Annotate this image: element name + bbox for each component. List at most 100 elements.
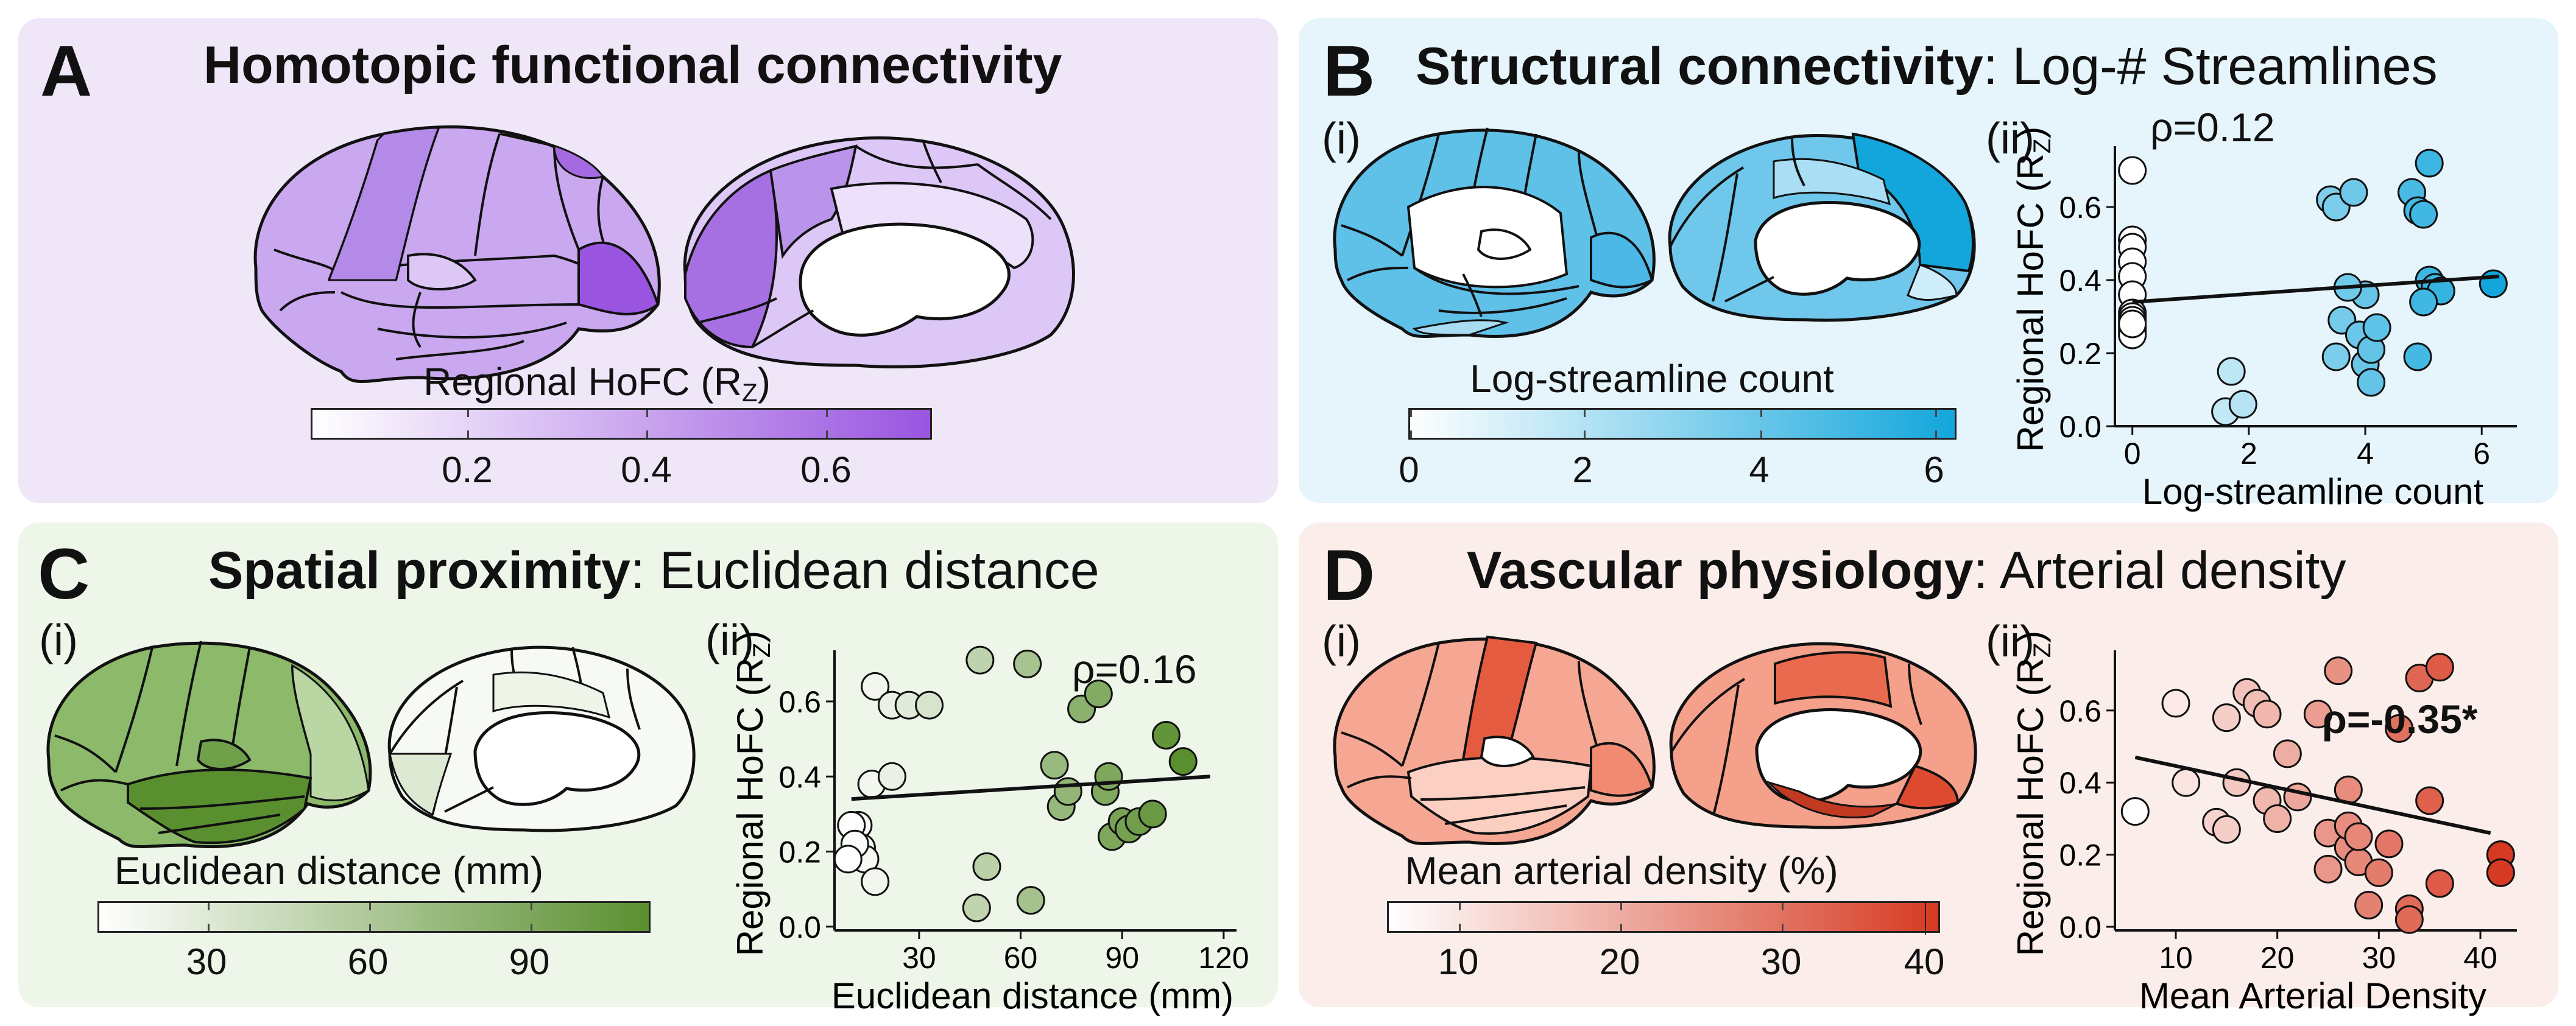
brain-lateral-view bbox=[253, 125, 661, 383]
y-tick-label: 0.0 bbox=[778, 910, 821, 944]
panel-b: B Structural connectivity: Log-# Streaml… bbox=[1299, 18, 2558, 512]
scatter-point bbox=[1053, 777, 1082, 806]
colorbar bbox=[97, 901, 651, 933]
scatter-point bbox=[1013, 649, 1042, 678]
scatter-point bbox=[1084, 680, 1113, 709]
scatter-point bbox=[2354, 891, 2384, 920]
colorbar-tick-label: 30 bbox=[186, 941, 227, 982]
regression-line bbox=[851, 775, 1210, 801]
colorbar-label: Log-streamline count bbox=[1470, 357, 1834, 401]
panel-title: Spatial proximity: Euclidean distance bbox=[208, 541, 1099, 600]
scatter-point bbox=[2362, 313, 2391, 342]
colorbar-tick-label: 0 bbox=[1399, 449, 1419, 490]
brain-medial-view bbox=[1668, 132, 1976, 322]
x-axis-label: Mean Arterial Density bbox=[2139, 975, 2486, 1016]
scatter-point bbox=[2212, 703, 2241, 733]
subpanel-label: (i) bbox=[39, 616, 78, 665]
colorbar-tick-label: 6 bbox=[1924, 449, 1944, 490]
scatter-point bbox=[2313, 854, 2343, 884]
y-tick-label: 0.6 bbox=[2059, 191, 2101, 225]
scatter-point bbox=[861, 672, 890, 701]
scatter-point bbox=[2161, 689, 2190, 718]
scatter-point bbox=[2253, 700, 2282, 729]
x-tick-label: 90 bbox=[1105, 941, 1139, 975]
colorbar-tick-label: 40 bbox=[1904, 941, 1945, 982]
brain-lateral-view bbox=[1333, 635, 1656, 845]
x-tick-label: 4 bbox=[2357, 437, 2374, 471]
scatter-point bbox=[2425, 653, 2454, 682]
panel-c: C Spatial proximity: Euclidean distance … bbox=[18, 522, 1278, 1016]
scatter-point bbox=[1168, 747, 1198, 776]
x-tick-label: 30 bbox=[2362, 941, 2396, 975]
scatter-point bbox=[861, 867, 890, 896]
scatter-point bbox=[965, 645, 995, 675]
scatter-point bbox=[2120, 797, 2150, 826]
x-tick-label: 2 bbox=[2240, 437, 2257, 471]
colorbar-tick-label: 10 bbox=[1438, 941, 1479, 982]
x-axis-label: Log-streamline count bbox=[2142, 471, 2484, 512]
scatter-point bbox=[2324, 656, 2353, 686]
panel-title: Vascular physiology: Arterial density bbox=[1467, 541, 2346, 600]
colorbar-tick-label: 0.4 bbox=[621, 449, 672, 490]
scatter-point bbox=[2415, 149, 2444, 178]
scatter-point bbox=[1151, 720, 1180, 750]
colorbar-tick-label: 20 bbox=[1599, 941, 1640, 982]
colorbar-tick-label: 60 bbox=[347, 941, 389, 982]
panel-letter: D bbox=[1323, 535, 1375, 616]
colorbar bbox=[311, 408, 932, 440]
y-tick-label: 0.6 bbox=[778, 685, 821, 719]
panel-title: Homotopic functional connectivity bbox=[203, 36, 1062, 94]
x-tick-label: 30 bbox=[902, 941, 936, 975]
scatter-point bbox=[1138, 799, 1167, 829]
scatter-point bbox=[1016, 886, 1045, 915]
subpanel-label: (i) bbox=[1322, 114, 1361, 163]
scatter-point bbox=[2283, 782, 2312, 812]
x-tick-label: 10 bbox=[2159, 941, 2193, 975]
scatter-point bbox=[2344, 822, 2373, 851]
scatter-point bbox=[2374, 829, 2404, 859]
scatter-point bbox=[2425, 869, 2454, 898]
y-tick-label: 0.4 bbox=[2059, 766, 2101, 800]
scatter-point bbox=[2172, 768, 2201, 797]
subpanel-label: (ii) bbox=[1986, 114, 2034, 163]
scatter-point bbox=[2486, 858, 2515, 887]
colorbar-label: Mean arterial density (%) bbox=[1405, 849, 1838, 893]
scatter-point bbox=[2228, 390, 2257, 419]
regression-line bbox=[2134, 755, 2491, 835]
x-tick-label: 120 bbox=[1198, 941, 1249, 975]
scatter-point bbox=[2217, 357, 2246, 386]
scatter-point bbox=[962, 893, 991, 922]
correlation-annotation: ρ=0.16 bbox=[1072, 647, 1197, 692]
colorbar-tick-label: 30 bbox=[1760, 941, 1802, 982]
panel-d: D Vascular physiology: Arterial density … bbox=[1299, 522, 2558, 1016]
colorbar-tick-label: 4 bbox=[1749, 449, 1770, 490]
scatter-point bbox=[1040, 751, 1069, 780]
y-tick-label: 0.2 bbox=[778, 835, 821, 870]
scatter-point bbox=[2364, 858, 2393, 887]
x-axis-label: Euclidean distance (mm) bbox=[831, 975, 1233, 1016]
colorbar-label: Euclidean distance (mm) bbox=[114, 849, 544, 893]
brain-medial-view bbox=[683, 136, 1075, 369]
brain-medial-view bbox=[1669, 642, 1977, 829]
scatter-point bbox=[972, 852, 1001, 881]
colorbar-tick-label: 90 bbox=[509, 941, 550, 982]
y-tick-label: 0.0 bbox=[2059, 410, 2101, 444]
scatter-point bbox=[2409, 200, 2438, 229]
x-tick-label: 0 bbox=[2124, 437, 2141, 471]
scatter-point bbox=[1094, 762, 1123, 791]
y-tick-label: 0.6 bbox=[2059, 694, 2101, 728]
panel-letter: C bbox=[38, 534, 90, 614]
colorbar bbox=[1387, 901, 1940, 935]
panel-letter: A bbox=[40, 31, 93, 111]
brain-lateral-view bbox=[46, 641, 372, 848]
brain-lateral-view bbox=[1333, 127, 1656, 338]
scatter-point bbox=[915, 690, 944, 720]
y-tick-label: 0.2 bbox=[2059, 337, 2101, 371]
correlation-annotation: ρ=-0.35* bbox=[2322, 697, 2478, 742]
correlation-annotation: ρ=0.12 bbox=[2150, 105, 2275, 150]
regression-line bbox=[2132, 275, 2500, 304]
scatter-point bbox=[2273, 739, 2302, 768]
scatter-point bbox=[2212, 815, 2241, 844]
